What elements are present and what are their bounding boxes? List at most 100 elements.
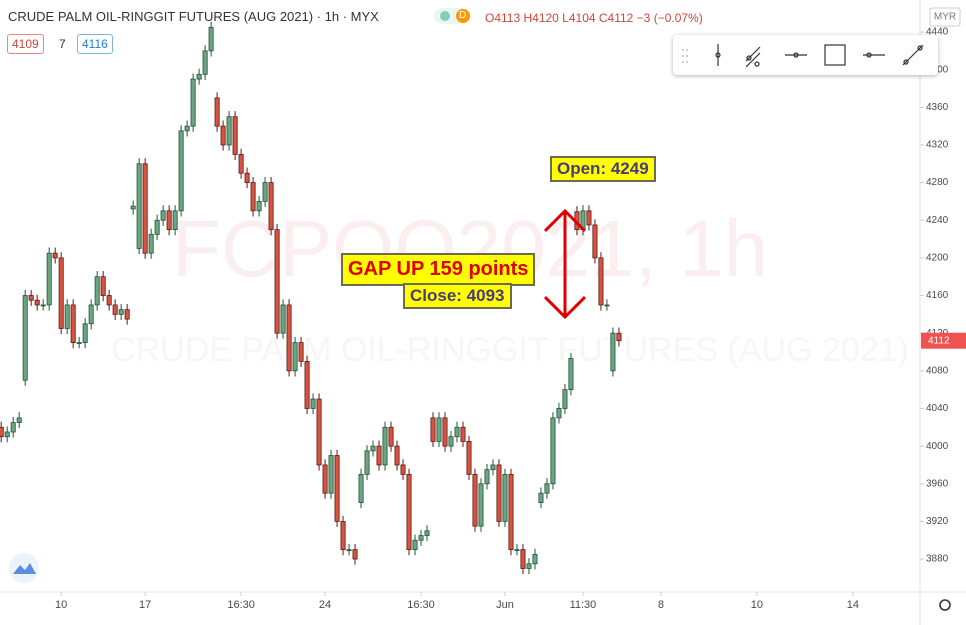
candle-body [178, 130, 184, 212]
candle-body [220, 125, 226, 146]
candle-body [244, 172, 250, 183]
candle-body [58, 257, 64, 329]
x-tick-label: 10 [751, 599, 763, 611]
candle-body [190, 78, 196, 127]
candle-body [418, 535, 424, 541]
last-price-label: 4112 [928, 335, 950, 346]
y-tick-label: 3960 [926, 478, 949, 489]
candle-body [502, 473, 508, 522]
candle-body [508, 473, 514, 551]
watermark-sub: CRUDE PALM OIL-RINGGIT FUTURES (AUG 2021… [111, 331, 909, 369]
candle-body [286, 304, 292, 372]
candle-body [214, 97, 220, 127]
x-tick-label: 24 [319, 599, 331, 611]
y-tick-label: 4200 [926, 253, 949, 264]
candle-body [568, 358, 574, 391]
candle-body [334, 455, 340, 522]
candle-body [0, 426, 4, 438]
candle-body [232, 116, 238, 155]
candle-body [70, 304, 76, 343]
candle-body [472, 473, 478, 527]
candle-body [520, 549, 526, 569]
candle-body [358, 473, 364, 503]
candle-body [166, 210, 172, 231]
candle-body [370, 445, 376, 452]
candle-body [238, 153, 244, 174]
candle-body [544, 483, 550, 494]
candle-body [376, 445, 382, 466]
gap-arrow-head [543, 295, 587, 320]
candle-body [316, 398, 322, 466]
candle-body [196, 73, 202, 80]
chart-title: CRUDE PALM OIL-RINGGIT FUTURES (AUG 2021… [8, 9, 379, 24]
candle-body [76, 342, 82, 344]
candle-body [400, 464, 406, 475]
candle-body [142, 163, 148, 254]
candle-body [388, 426, 394, 447]
candle-body [448, 436, 454, 447]
candle-body [280, 304, 286, 334]
candle-body [226, 116, 232, 146]
logo-icon [13, 563, 36, 574]
y-tick-label: 4440 [926, 27, 949, 38]
y-tick-label: 4040 [926, 403, 949, 414]
candle-body [478, 483, 484, 527]
x-tick-label: Jun [496, 599, 514, 611]
candle-body [136, 163, 142, 249]
candle-body [88, 304, 94, 325]
candle-body [592, 224, 598, 259]
gap-arrow-head [543, 208, 587, 233]
candle-body [256, 201, 262, 212]
candle-body [562, 389, 568, 409]
candle-body [34, 299, 40, 306]
candle-body [106, 295, 112, 306]
candle-body [526, 563, 532, 569]
logo[interactable] [9, 553, 39, 583]
candle-body [304, 361, 310, 409]
candle-body [10, 422, 16, 433]
candle-body [292, 342, 298, 372]
candle-body [52, 252, 58, 259]
settings-gear[interactable] [939, 599, 951, 611]
candle-body [424, 530, 430, 536]
bid[interactable]: 4109 [7, 34, 44, 54]
candle-body [4, 431, 10, 438]
candle-body [172, 210, 178, 231]
candle-body [466, 441, 472, 475]
candle-body [46, 252, 52, 306]
candle-body [16, 417, 22, 423]
x-tick-label: 16:30 [227, 599, 255, 611]
candle-body [82, 323, 88, 343]
annotation-open: Open: 4249 [550, 155, 656, 182]
annotation-close: Close: 4093 [403, 283, 512, 310]
x-tick-label: 16:30 [407, 599, 435, 611]
candle-body [154, 219, 160, 235]
candle-body [532, 553, 538, 565]
candle-body [412, 539, 418, 551]
ask[interactable]: 4116 [77, 34, 113, 54]
annotation-gap: GAP UP 159 points [341, 253, 536, 286]
candle-body [394, 445, 400, 466]
y-tick-label: 4360 [926, 102, 949, 113]
candle-body [202, 50, 208, 75]
candle-body [352, 549, 358, 560]
candle-body [22, 295, 28, 381]
candle-body [454, 426, 460, 438]
toolbar-icons [682, 44, 924, 68]
currency: MYR [934, 12, 956, 23]
candle-body [112, 304, 118, 315]
candle-body [28, 295, 34, 301]
candle-body [100, 276, 106, 296]
x-tick-label: 10 [55, 599, 67, 611]
candle-body [262, 182, 268, 202]
status[interactable]: D [434, 8, 470, 24]
candle-body [484, 469, 490, 485]
currency-box[interactable] [929, 7, 961, 27]
candle-body [490, 464, 496, 471]
y-tick-label: 4080 [926, 365, 949, 376]
candle-body [94, 276, 100, 306]
candle-body [328, 455, 334, 494]
candle-body [268, 182, 274, 231]
candle-body [436, 417, 442, 442]
